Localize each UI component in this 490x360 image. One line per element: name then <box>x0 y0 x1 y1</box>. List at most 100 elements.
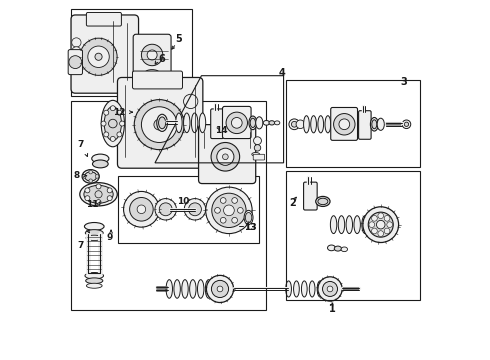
Circle shape <box>363 207 398 243</box>
Circle shape <box>226 112 247 134</box>
Circle shape <box>147 50 157 60</box>
Ellipse shape <box>245 212 252 222</box>
Circle shape <box>123 192 159 227</box>
Circle shape <box>95 53 102 60</box>
Circle shape <box>384 216 390 221</box>
Text: 13: 13 <box>245 222 257 231</box>
Circle shape <box>142 44 163 66</box>
Text: 3: 3 <box>400 77 407 87</box>
Circle shape <box>107 196 112 201</box>
Ellipse shape <box>86 283 102 288</box>
Circle shape <box>220 217 226 223</box>
Circle shape <box>232 217 238 223</box>
Circle shape <box>253 137 262 145</box>
Ellipse shape <box>101 100 124 147</box>
Circle shape <box>206 275 234 302</box>
Ellipse shape <box>318 116 323 133</box>
Ellipse shape <box>341 247 347 252</box>
Ellipse shape <box>190 280 196 298</box>
Circle shape <box>142 107 177 143</box>
Text: 11: 11 <box>86 200 98 209</box>
Circle shape <box>89 179 93 183</box>
Circle shape <box>159 203 172 216</box>
Ellipse shape <box>269 121 275 125</box>
Circle shape <box>217 286 223 292</box>
Circle shape <box>215 207 220 213</box>
Circle shape <box>134 100 184 150</box>
Text: 12: 12 <box>113 108 125 117</box>
Ellipse shape <box>372 120 377 129</box>
FancyBboxPatch shape <box>359 111 371 139</box>
Ellipse shape <box>80 183 117 206</box>
Text: 9: 9 <box>107 233 113 242</box>
Circle shape <box>206 187 252 234</box>
Circle shape <box>101 121 106 126</box>
FancyBboxPatch shape <box>304 182 317 210</box>
Ellipse shape <box>274 121 280 125</box>
Ellipse shape <box>92 154 109 163</box>
Text: 14: 14 <box>215 126 227 135</box>
Bar <box>71 9 193 96</box>
Ellipse shape <box>244 210 253 225</box>
Circle shape <box>184 199 206 220</box>
FancyBboxPatch shape <box>118 77 203 168</box>
Ellipse shape <box>176 113 182 133</box>
Circle shape <box>327 286 333 292</box>
Ellipse shape <box>104 107 122 140</box>
Ellipse shape <box>205 280 212 298</box>
Ellipse shape <box>184 113 190 133</box>
Circle shape <box>120 121 124 126</box>
Ellipse shape <box>159 117 166 129</box>
Circle shape <box>96 184 101 189</box>
Text: 1: 1 <box>329 303 336 314</box>
Ellipse shape <box>263 121 270 125</box>
Text: 6: 6 <box>159 54 165 64</box>
Circle shape <box>213 121 220 128</box>
Ellipse shape <box>85 172 97 181</box>
Ellipse shape <box>301 281 307 297</box>
Ellipse shape <box>317 281 323 297</box>
Ellipse shape <box>327 245 335 251</box>
Circle shape <box>334 113 355 135</box>
FancyBboxPatch shape <box>331 108 358 140</box>
Circle shape <box>318 277 342 301</box>
Circle shape <box>117 132 122 137</box>
Circle shape <box>85 188 90 193</box>
Circle shape <box>292 121 297 127</box>
Circle shape <box>82 175 86 178</box>
Ellipse shape <box>86 235 102 240</box>
Circle shape <box>238 207 243 213</box>
Circle shape <box>339 119 350 130</box>
Ellipse shape <box>93 160 108 168</box>
Circle shape <box>117 110 122 115</box>
Text: 13: 13 <box>245 222 257 231</box>
Ellipse shape <box>346 216 352 234</box>
Circle shape <box>110 136 115 141</box>
Ellipse shape <box>166 280 172 298</box>
Circle shape <box>72 38 81 47</box>
Circle shape <box>231 117 242 128</box>
Ellipse shape <box>197 280 204 298</box>
Circle shape <box>72 56 81 65</box>
Text: 5: 5 <box>175 34 182 44</box>
Circle shape <box>107 188 112 193</box>
Circle shape <box>376 220 385 229</box>
Circle shape <box>109 119 117 128</box>
Circle shape <box>155 199 176 220</box>
Circle shape <box>254 145 261 151</box>
Circle shape <box>289 119 300 130</box>
Circle shape <box>371 216 377 221</box>
Ellipse shape <box>252 153 260 156</box>
Circle shape <box>387 222 392 228</box>
FancyBboxPatch shape <box>211 109 223 139</box>
Text: 2: 2 <box>290 198 296 208</box>
Circle shape <box>104 132 109 137</box>
Ellipse shape <box>286 281 292 297</box>
Ellipse shape <box>316 197 330 206</box>
Circle shape <box>96 175 99 178</box>
Ellipse shape <box>85 230 103 236</box>
Circle shape <box>369 222 375 228</box>
Ellipse shape <box>174 280 180 298</box>
Ellipse shape <box>370 117 378 131</box>
Circle shape <box>371 228 377 234</box>
